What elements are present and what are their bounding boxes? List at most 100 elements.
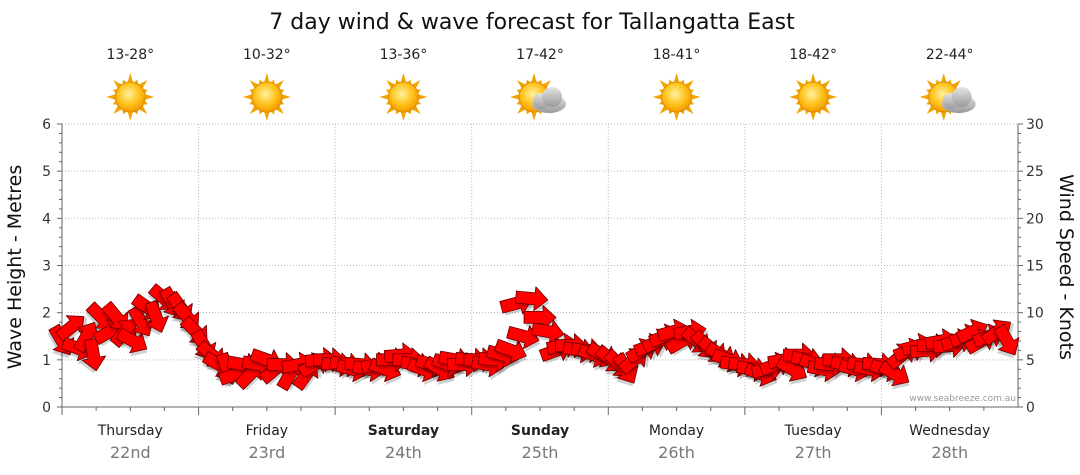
sun-ray <box>530 73 538 84</box>
day-labels-row: Thursday 22nd Friday 23rd Saturday 24th Sunday… <box>97 423 991 462</box>
sun-disc <box>251 81 283 113</box>
sun-disc <box>797 81 829 113</box>
wind-arrow <box>877 360 910 390</box>
day-name: Monday <box>649 423 704 439</box>
sun-ray <box>809 73 817 84</box>
sun-icon <box>652 73 701 121</box>
sun-ray <box>263 73 271 84</box>
right-tick-label: 20 <box>1026 211 1044 227</box>
right-axis-label: Wind Speed - Knots <box>1055 174 1077 360</box>
wind-arrow-body <box>514 286 549 312</box>
sun-ray <box>400 110 407 121</box>
wind-arrow-body <box>877 360 910 387</box>
sun-ray <box>940 73 947 84</box>
sun-ray <box>652 93 664 101</box>
temperature-range: 22-44° <box>926 47 974 63</box>
cloud-part <box>542 87 562 107</box>
day-name: Sunday <box>511 423 569 439</box>
wind-arrow-body <box>993 323 1020 356</box>
sun-ray <box>940 110 947 121</box>
cloud-shape <box>532 87 566 113</box>
day-date: 28th <box>931 443 968 462</box>
left-tick-label: 4 <box>42 211 51 227</box>
temperature-range: 17-42° <box>516 47 564 63</box>
sun-ray <box>530 110 538 121</box>
chart-title: 7 day wind & wave forecast for Tallangat… <box>269 10 795 35</box>
left-tick-label: 3 <box>42 259 51 275</box>
day-name: Saturday <box>368 423 439 439</box>
left-tick-label: 6 <box>42 117 51 133</box>
partly-cloudy-icon <box>510 73 566 121</box>
wind-arrow <box>79 337 107 374</box>
sun-disc <box>114 81 146 113</box>
left-tick-label: 2 <box>42 306 51 322</box>
day-date: 25th <box>522 443 559 462</box>
day-date: 23rd <box>248 443 285 462</box>
sun-ray <box>416 93 428 101</box>
cloud-shape <box>941 87 976 113</box>
temperature-range: 13-28° <box>106 47 154 63</box>
right-tick-label: 25 <box>1026 164 1044 180</box>
sun-ray <box>143 93 155 101</box>
sun-ray <box>809 110 817 121</box>
day-name: Tuesday <box>784 423 842 439</box>
axes: 0 1 2 3 4 5 6 0 5 10 15 20 25 30 <box>42 117 1044 416</box>
wind-arrow <box>115 327 148 357</box>
sun-ray <box>379 93 391 101</box>
wind-arrow-body <box>127 304 154 337</box>
sun-ray <box>919 93 931 101</box>
wind-arrow-body <box>506 325 540 350</box>
sun-ray <box>127 73 134 84</box>
wind-arrow <box>514 286 550 314</box>
wind-arrows <box>47 283 1020 392</box>
day-name: Wednesday <box>909 423 990 439</box>
partly-cloudy-icon <box>919 73 976 121</box>
day-name: Thursday <box>97 423 163 439</box>
day-date: 24th <box>385 443 422 462</box>
wind-arrow <box>493 338 528 367</box>
sun-icon <box>242 73 291 121</box>
sun-icon <box>106 73 155 121</box>
left-tick-label: 0 <box>42 400 51 416</box>
wind-arrow-body <box>144 299 169 333</box>
sun-icon <box>789 73 838 121</box>
wind-arrow <box>73 322 103 354</box>
right-tick-label: 10 <box>1026 306 1044 322</box>
wind-arrow <box>142 299 169 336</box>
wind-arrow-body <box>115 327 148 354</box>
day-date: 26th <box>658 443 695 462</box>
sun-ray <box>127 110 134 121</box>
wind-arrow <box>992 323 1020 359</box>
wind-arrow-body <box>73 322 99 354</box>
day-date: 22nd <box>110 443 151 462</box>
left-axis-label: Wave Height - Metres <box>4 165 26 369</box>
right-tick-label: 5 <box>1026 353 1035 369</box>
wind-arrow-body <box>523 304 557 330</box>
sun-ray <box>263 110 271 121</box>
right-tick-label: 30 <box>1026 117 1044 133</box>
sun-ray <box>279 93 291 101</box>
temperature-range: 10-32° <box>243 47 291 63</box>
sun-ray <box>106 93 118 101</box>
day-date: 27th <box>795 443 832 462</box>
temperature-range: 18-41° <box>653 47 701 63</box>
sun-ray <box>673 73 680 84</box>
watermark: www.seabreeze.com.au <box>909 394 1016 404</box>
right-tick-label: 15 <box>1026 259 1044 275</box>
sun-ray <box>510 93 521 101</box>
wind-arrow-body <box>493 338 527 364</box>
sun-ray <box>689 93 701 101</box>
temperature-range: 13-36° <box>380 47 428 63</box>
left-tick-label: 1 <box>42 353 51 369</box>
day-forecast-row: 13-28° 10-32° 13-36° 17-42° 18-41° 18-42° 22-4… <box>106 47 976 121</box>
sun-ray <box>789 93 801 101</box>
sun-disc <box>661 81 693 113</box>
sun-ray <box>242 93 254 101</box>
day-name: Friday <box>246 423 288 439</box>
wind-arrow <box>126 304 154 340</box>
right-tick-label: 0 <box>1026 400 1035 416</box>
temperature-range: 18-42° <box>789 47 837 63</box>
sun-ray <box>400 73 407 84</box>
left-tick-label: 5 <box>42 164 51 180</box>
